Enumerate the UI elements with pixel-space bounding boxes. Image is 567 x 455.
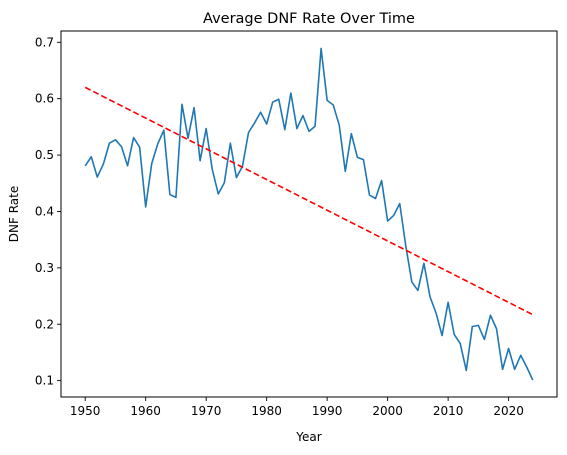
x-tick-label: 1970 bbox=[191, 404, 222, 418]
y-tick-label: 0.3 bbox=[35, 261, 54, 275]
y-tick-label: 0.2 bbox=[35, 317, 54, 331]
x-tick-label: 1950 bbox=[70, 404, 101, 418]
y-axis-label: DNF Rate bbox=[7, 186, 21, 242]
chart-title: Average DNF Rate Over Time bbox=[203, 11, 415, 27]
x-tick-label: 2000 bbox=[372, 404, 403, 418]
x-tick-label: 2020 bbox=[493, 404, 524, 418]
x-axis: 1950 1960 1970 1980 1990 2000 2010 2020 bbox=[70, 397, 524, 418]
dnf-rate-line bbox=[84, 47, 534, 381]
plot-frame bbox=[60, 30, 558, 398]
x-tick-label: 2010 bbox=[433, 404, 464, 418]
x-axis-label: Year bbox=[295, 430, 321, 444]
x-tick-label: 1960 bbox=[130, 404, 161, 418]
y-tick-label: 0.7 bbox=[35, 35, 54, 49]
plot-area bbox=[84, 47, 534, 381]
x-tick-label: 1990 bbox=[312, 404, 343, 418]
y-tick-label: 0.4 bbox=[35, 204, 54, 218]
y-tick-label: 0.5 bbox=[35, 148, 54, 162]
y-tick-label: 0.6 bbox=[35, 92, 54, 106]
y-tick-label: 0.1 bbox=[35, 374, 54, 388]
y-axis: 0.1 0.2 0.3 0.4 0.5 0.6 0.7 bbox=[35, 35, 61, 388]
x-tick-label: 1980 bbox=[251, 404, 282, 418]
trend-line bbox=[84, 86, 534, 316]
